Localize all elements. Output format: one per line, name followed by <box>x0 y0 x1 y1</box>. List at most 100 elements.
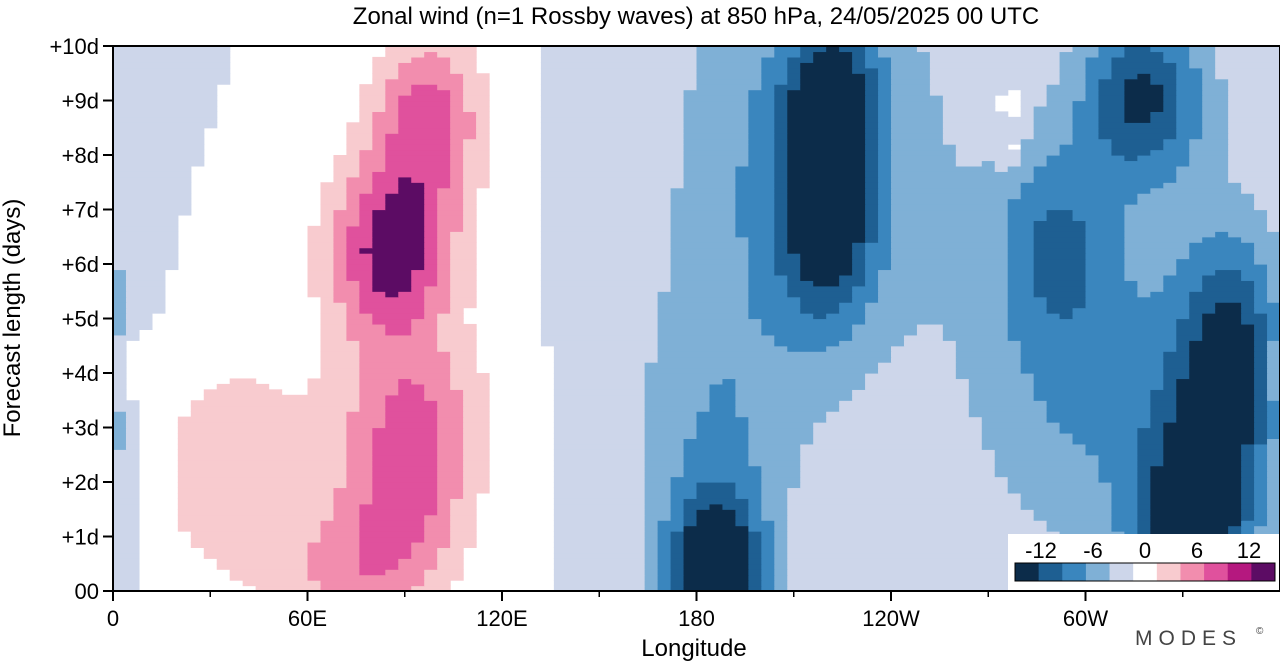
contour-cell <box>903 340 957 347</box>
contour-cell <box>1163 182 1242 189</box>
contour-cell <box>748 138 775 145</box>
contour-cell <box>346 302 360 309</box>
contour-cell <box>346 264 373 271</box>
contour-cell <box>1007 253 1035 260</box>
contour-cell <box>1228 84 1280 91</box>
contour-cell <box>1033 509 1113 516</box>
contour-cell <box>540 122 685 129</box>
contour-cell <box>1150 291 1190 298</box>
contour-cell <box>1176 329 1203 336</box>
contour-cell <box>800 73 866 80</box>
contour-cell <box>1163 285 1203 292</box>
contour-cell <box>540 318 659 325</box>
contour-cell <box>670 482 698 489</box>
contour-cell <box>113 225 179 232</box>
contour-cell <box>1072 116 1100 123</box>
contour-cell <box>320 329 347 336</box>
contour-cell <box>774 334 853 341</box>
contour-cell <box>1241 318 1268 325</box>
contour-cell <box>644 389 711 396</box>
contour-cell <box>878 176 892 183</box>
contour-cell <box>1163 362 1190 369</box>
contour-cell <box>113 296 127 303</box>
contour-cell <box>1111 149 1151 156</box>
contour-cell <box>735 165 775 172</box>
contour-cell <box>709 405 736 412</box>
contour-cell <box>113 378 127 385</box>
contour-cell <box>787 73 801 80</box>
contour-cell <box>1254 411 1268 418</box>
colorbar: -12 -6 0 6 12 <box>1008 534 1279 590</box>
contour-cell <box>1267 285 1280 292</box>
contour-cell <box>670 574 685 581</box>
contour-cell <box>1072 307 1190 314</box>
contour-cell <box>320 373 360 380</box>
contour-cell <box>1254 258 1280 265</box>
contour-cell <box>320 334 347 341</box>
contour-cell <box>1085 247 1125 254</box>
contour-cell <box>1020 144 1061 151</box>
contour-cell <box>372 482 438 489</box>
contour-cell <box>437 438 464 445</box>
contour-cell <box>670 563 685 570</box>
contour-cell <box>865 51 879 58</box>
contour-cell <box>1137 193 1255 200</box>
contour-cell <box>177 427 347 434</box>
contour-cell <box>437 547 464 554</box>
contour-cell <box>424 253 438 260</box>
contour-cell <box>774 111 788 118</box>
contour-cell <box>774 165 788 172</box>
contour-cell <box>113 247 179 254</box>
contour-cell <box>1046 302 1087 309</box>
contour-cell <box>1267 520 1280 527</box>
contour-cell <box>398 176 412 183</box>
contour-cell <box>333 258 347 265</box>
contour-cell <box>113 258 179 265</box>
contour-cell <box>683 509 698 516</box>
contour-cell <box>1059 73 1087 80</box>
contour-cell <box>320 296 335 303</box>
contour-cell <box>359 558 399 565</box>
contour-cell <box>463 84 490 91</box>
contour-cell <box>839 307 866 314</box>
contour-cell <box>372 138 386 145</box>
contour-cell <box>748 155 775 162</box>
contour-cell <box>891 144 957 151</box>
contour-cell <box>450 111 477 118</box>
x-axis-ticks: 0 60E 120E 180 120W 60W <box>107 591 1184 631</box>
contour-cell <box>450 95 464 102</box>
contour-cell <box>463 465 490 472</box>
contour-cell <box>761 62 788 69</box>
contour-cell <box>1137 443 1164 450</box>
contour-cell <box>735 514 749 521</box>
contour-cell <box>1059 56 1087 63</box>
contour-cell <box>1033 291 1087 298</box>
contour-cell <box>683 520 698 527</box>
contour-cell <box>800 258 853 265</box>
contour-cell <box>1085 449 1138 456</box>
contour-cell <box>320 214 335 221</box>
colorbar-swatch <box>1156 563 1181 581</box>
contour-cell <box>1072 100 1100 107</box>
colorbar-swatch <box>1204 563 1229 581</box>
contour-cell <box>1059 51 1100 58</box>
contour-cell <box>411 176 451 183</box>
contour-cell <box>852 62 866 69</box>
contour-cell <box>372 62 399 69</box>
contour-cell <box>1163 51 1190 58</box>
contour-cell <box>1176 269 1216 276</box>
contour-cell <box>553 405 646 412</box>
contour-cell <box>190 531 322 538</box>
contour-cell <box>1176 318 1203 325</box>
contour-cell <box>540 193 672 200</box>
contour-cell <box>177 443 347 450</box>
contour-cell <box>424 536 451 543</box>
contour-cell <box>463 460 490 467</box>
contour-cell <box>1163 454 1242 461</box>
contour-cell <box>1176 73 1203 80</box>
contour-cell <box>696 73 762 80</box>
contour-cell <box>1033 171 1177 178</box>
contour-cell <box>553 438 646 445</box>
contour-cell <box>1150 525 1229 532</box>
contour-cell <box>1150 73 1177 80</box>
